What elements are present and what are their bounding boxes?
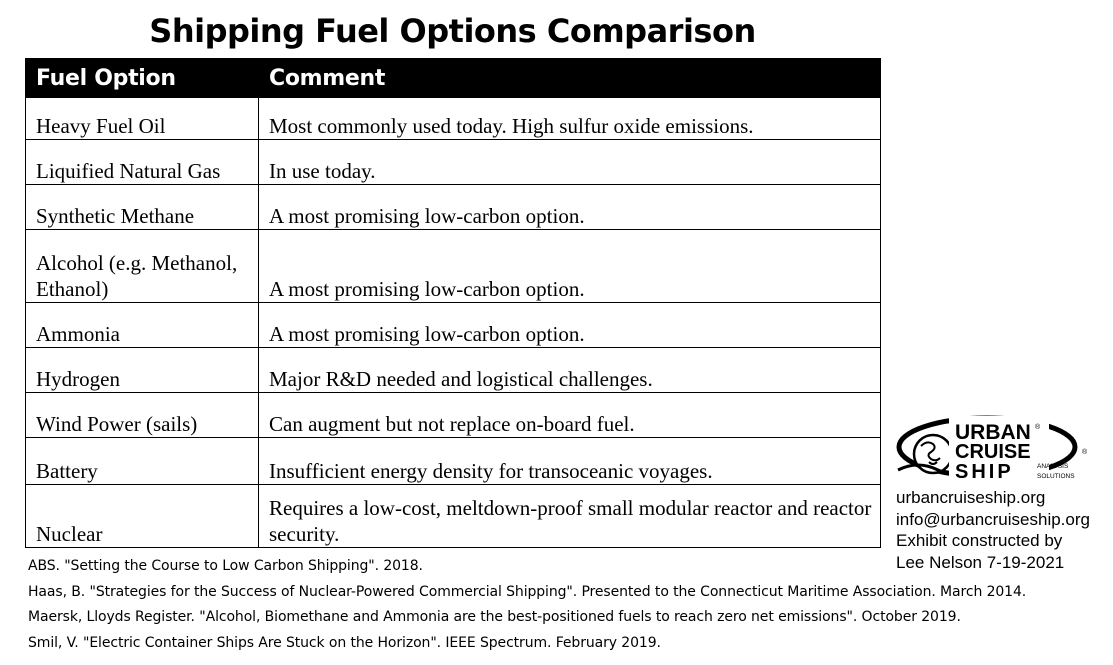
logo-word-urban: URBAN [955,421,1031,444]
comment-cell: Requires a low-cost, meltdown-proof smal… [258,484,881,548]
logo-word-cruise: CRUISE [955,441,1031,463]
table-row: Nuclear Requires a low-cost, meltdown-pr… [25,484,881,548]
references-list: ABS. "Setting the Course to Low Carbon S… [28,554,1026,656]
table-row: Wind Power (sails) Can augment but not r… [25,392,881,438]
comment-cell: Can augment but not replace on-board fue… [258,392,881,438]
fuel-option-cell: Wind Power (sails) [25,392,259,438]
comment-cell: Insufficient energy density for transoce… [258,437,881,485]
table-row: Liquified Natural Gas In use today. [25,139,881,185]
table-row: Alcohol (e.g. Methanol, Ethanol) A most … [25,229,881,303]
fuel-option-cell: Alcohol (e.g. Methanol, Ethanol) [25,229,259,303]
logo-tagline-solutions: SOLUTIONS [1037,473,1075,480]
fuel-option-cell: Liquified Natural Gas [25,139,259,185]
fuel-option-cell: Hydrogen [25,347,259,393]
reference-item: ABS. "Setting the Course to Low Carbon S… [28,558,423,574]
table-row: Battery Insufficient energy density for … [25,437,881,485]
credit-line: Exhibit constructed by [896,531,1063,550]
comment-cell: Most commonly used today. High sulfur ox… [258,97,881,140]
comment-cell: A most promising low-carbon option. [258,184,881,230]
table-row: Synthetic Methane A most promising low-c… [25,184,881,230]
fuel-option-cell: Nuclear [25,484,259,548]
credit-line: Lee Nelson 7-19-2021 [896,552,1065,572]
table-row: Heavy Fuel Oil Most commonly used today.… [25,97,881,140]
fuel-option-cell: Ammonia [25,302,259,348]
column-header-comment: Comment [258,58,881,98]
logo-registered-mark: ® [1082,448,1088,456]
urban-cruise-ship-logo: URBAN ® CRUISE SHIP ANALYSIS SOLUTIONS ® [896,415,1088,483]
reference-item: Smil, V. "Electric Container Ships Are S… [28,634,661,651]
table-row: Hydrogen Major R&D needed and logistical… [25,347,881,393]
table-header-row: Fuel Option Comment [25,58,881,98]
fuel-option-cell: Heavy Fuel Oil [25,97,259,140]
page-title: Shipping Fuel Options Comparison [149,12,756,50]
contact-block: urbancruiseship.org info@urbancruiseship… [896,487,1090,573]
comment-cell: A most promising low-carbon option. [258,302,881,348]
comment-cell: Major R&D needed and logistical challeng… [258,347,881,393]
email-link[interactable]: info@urbancruiseship.org [896,509,1090,529]
logo-registered-mark: ® [1035,423,1041,431]
logo-word-ship: SHIP [955,461,1014,483]
comment-cell: In use today. [258,139,881,185]
comment-cell: A most promising low-carbon option. [258,229,881,303]
logo-tagline-analysis: ANALYSIS [1037,463,1069,470]
reference-item: Maersk, Lloyds Register. "Alcohol, Biome… [28,609,961,625]
column-header-fuel-option: Fuel Option [25,58,259,98]
fuel-option-cell: Synthetic Methane [25,184,259,230]
fuel-option-cell: Battery [25,437,259,485]
globe-continents [920,441,941,465]
logo-text-backdrop [949,416,1049,480]
table-row: Ammonia A most promising low-carbon opti… [25,302,881,348]
reference-item: Haas, B. "Strategies for the Success of … [28,583,1027,600]
fuel-options-table: Fuel Option Comment Heavy Fuel Oil Most … [25,58,881,548]
website-link[interactable]: urbancruiseship.org [896,488,1046,507]
